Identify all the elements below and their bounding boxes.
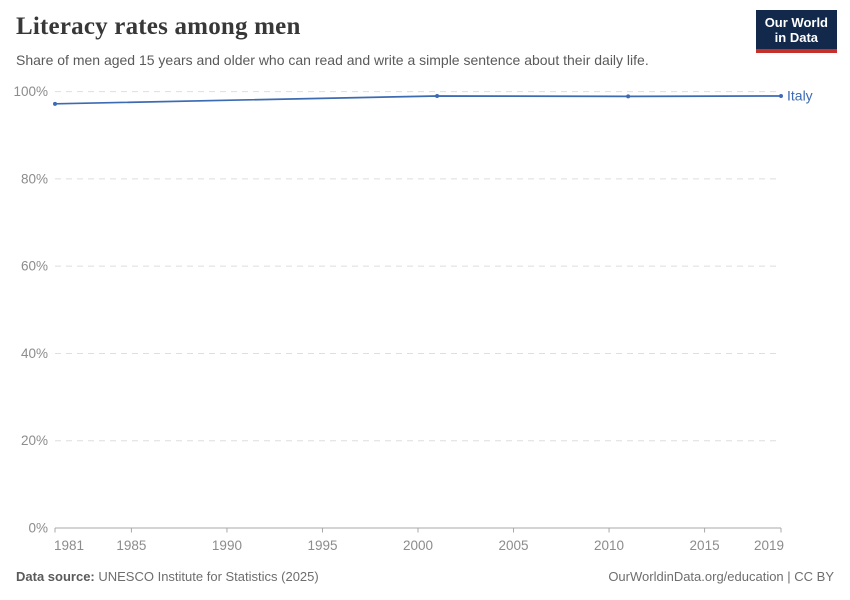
y-tick-label-0: 0% [28,521,48,536]
y-tick-label-60: 60% [21,259,48,274]
x-tick-label-1981: 1981 [54,538,84,553]
x-tick-label-2019: 2019 [754,538,784,553]
data-source-value: UNESCO Institute for Statistics (2025) [94,569,319,584]
x-tick-label-1985: 1985 [116,538,146,553]
y-tick-label-80: 80% [21,171,48,186]
x-tick-label-2010: 2010 [594,538,624,553]
x-tick-label-2005: 2005 [499,538,529,553]
y-tick-label-100: 100% [13,84,48,99]
owid-logo-line1: Our World [764,15,828,30]
data-point-italy-2011[interactable] [626,94,631,99]
x-tick-label-1995: 1995 [307,538,337,553]
data-source-label: Data source: [16,569,95,584]
x-tick-label-1990: 1990 [212,538,242,553]
owid-logo-line2: in Data [774,30,819,46]
attribution-link[interactable]: OurWorldinData.org/education | CC BY [608,569,834,584]
owid-logo[interactable]: Our World in Data [755,10,837,53]
data-source: Data source: UNESCO Institute for Statis… [16,569,319,584]
chart-subtitle: Share of men aged 15 years and older who… [16,52,649,68]
data-point-italy-2001[interactable] [435,93,440,98]
y-tick-label-40: 40% [21,346,48,361]
series-line-italy[interactable] [54,95,782,105]
series-label-italy[interactable]: Italy [787,87,813,103]
x-tick-label-2015: 2015 [690,538,720,553]
data-point-italy-2019[interactable] [779,93,783,98]
data-point-italy-1981[interactable] [53,101,57,106]
y-tick-label-20: 20% [21,433,48,448]
x-tick-label-2000: 2000 [403,538,433,553]
page-title: Literacy rates among men [16,13,301,40]
